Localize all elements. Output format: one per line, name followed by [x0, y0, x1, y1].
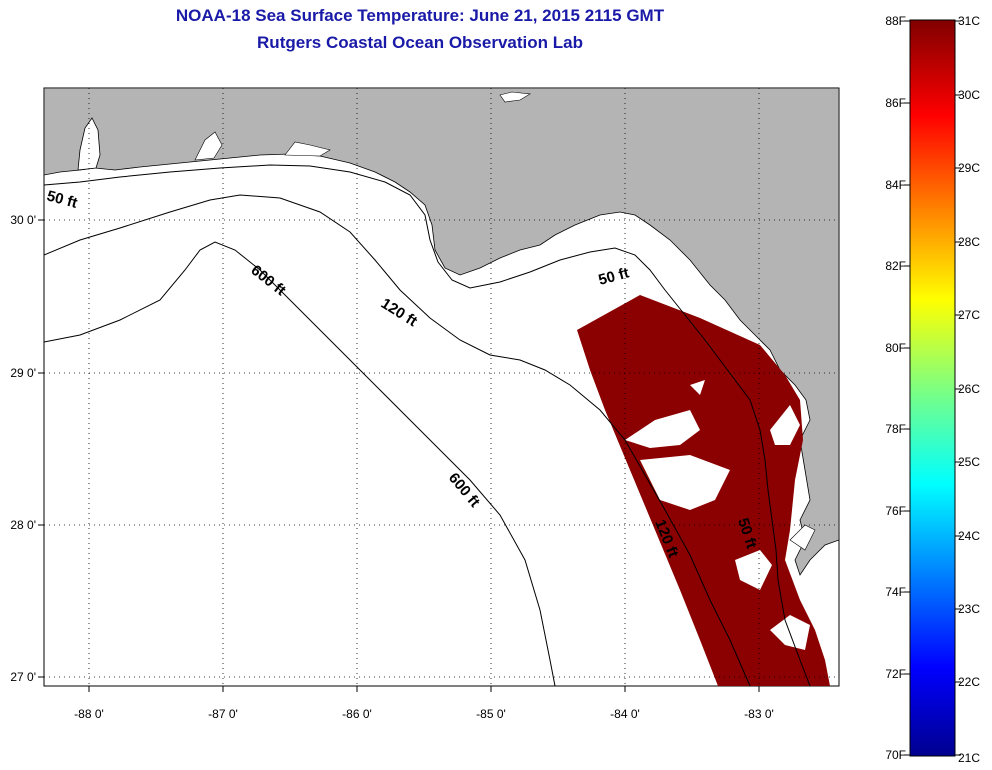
c-label: 23C [958, 602, 980, 616]
lat-tick-label: 30 0' [10, 213, 36, 227]
c-label: 26C [958, 382, 980, 396]
c-label: 30C [958, 88, 980, 102]
lat-tick-label: 28 0' [10, 518, 36, 532]
map-title: NOAA-18 Sea Surface Temperature: June 21… [175, 6, 665, 25]
f-label: 74F [885, 585, 906, 599]
f-label: 82F [885, 259, 906, 273]
map-subtitle: Rutgers Coastal Ocean Observation Lab [257, 33, 583, 52]
f-label: 72F [885, 667, 906, 681]
contour-50ft [44, 164, 811, 686]
colorbar [909, 19, 956, 757]
c-label: 27C [958, 308, 980, 322]
f-label: 88F [885, 14, 906, 28]
c-label: 29C [958, 161, 980, 175]
c-label: 31C [958, 14, 980, 28]
f-label: 86F [885, 96, 906, 110]
lon-tick-label: -85 0' [476, 707, 506, 721]
c-label: 21C [958, 751, 980, 765]
contour-120ft [44, 194, 751, 686]
c-label: 22C [958, 675, 980, 689]
lon-labels: -88 0' -87 0' -86 0' -85 0' -84 0' -83 0… [74, 707, 774, 721]
land-mass [44, 88, 839, 576]
f-label: 76F [885, 504, 906, 518]
lat-tick-label: 29 0' [10, 366, 36, 380]
c-label: 28C [958, 235, 980, 249]
lat-tick-label: 27 0' [10, 670, 36, 684]
lon-tick-label: -84 0' [610, 707, 640, 721]
f-label: 78F [885, 422, 906, 436]
contour-600ft [44, 241, 556, 686]
lon-tick-label: -83 0' [744, 707, 774, 721]
lon-tick-label: -87 0' [208, 707, 238, 721]
lon-tick-label: -88 0' [74, 707, 104, 721]
f-label: 70F [885, 748, 906, 762]
colorbar-c-labels: 31C 30C 29C 28C 27C 26C 25C 24C 23C 22C … [958, 14, 980, 765]
c-label: 24C [958, 529, 980, 543]
colorbar-f-labels: 88F 86F 84F 82F 80F 78F 76F 74F 72F 70F [885, 14, 906, 762]
f-label: 80F [885, 341, 906, 355]
lat-labels: 30 0' 29 0' 28 0' 27 0' [10, 213, 36, 684]
f-label: 84F [885, 178, 906, 192]
lon-tick-label: -86 0' [342, 707, 372, 721]
c-label: 25C [958, 455, 980, 469]
